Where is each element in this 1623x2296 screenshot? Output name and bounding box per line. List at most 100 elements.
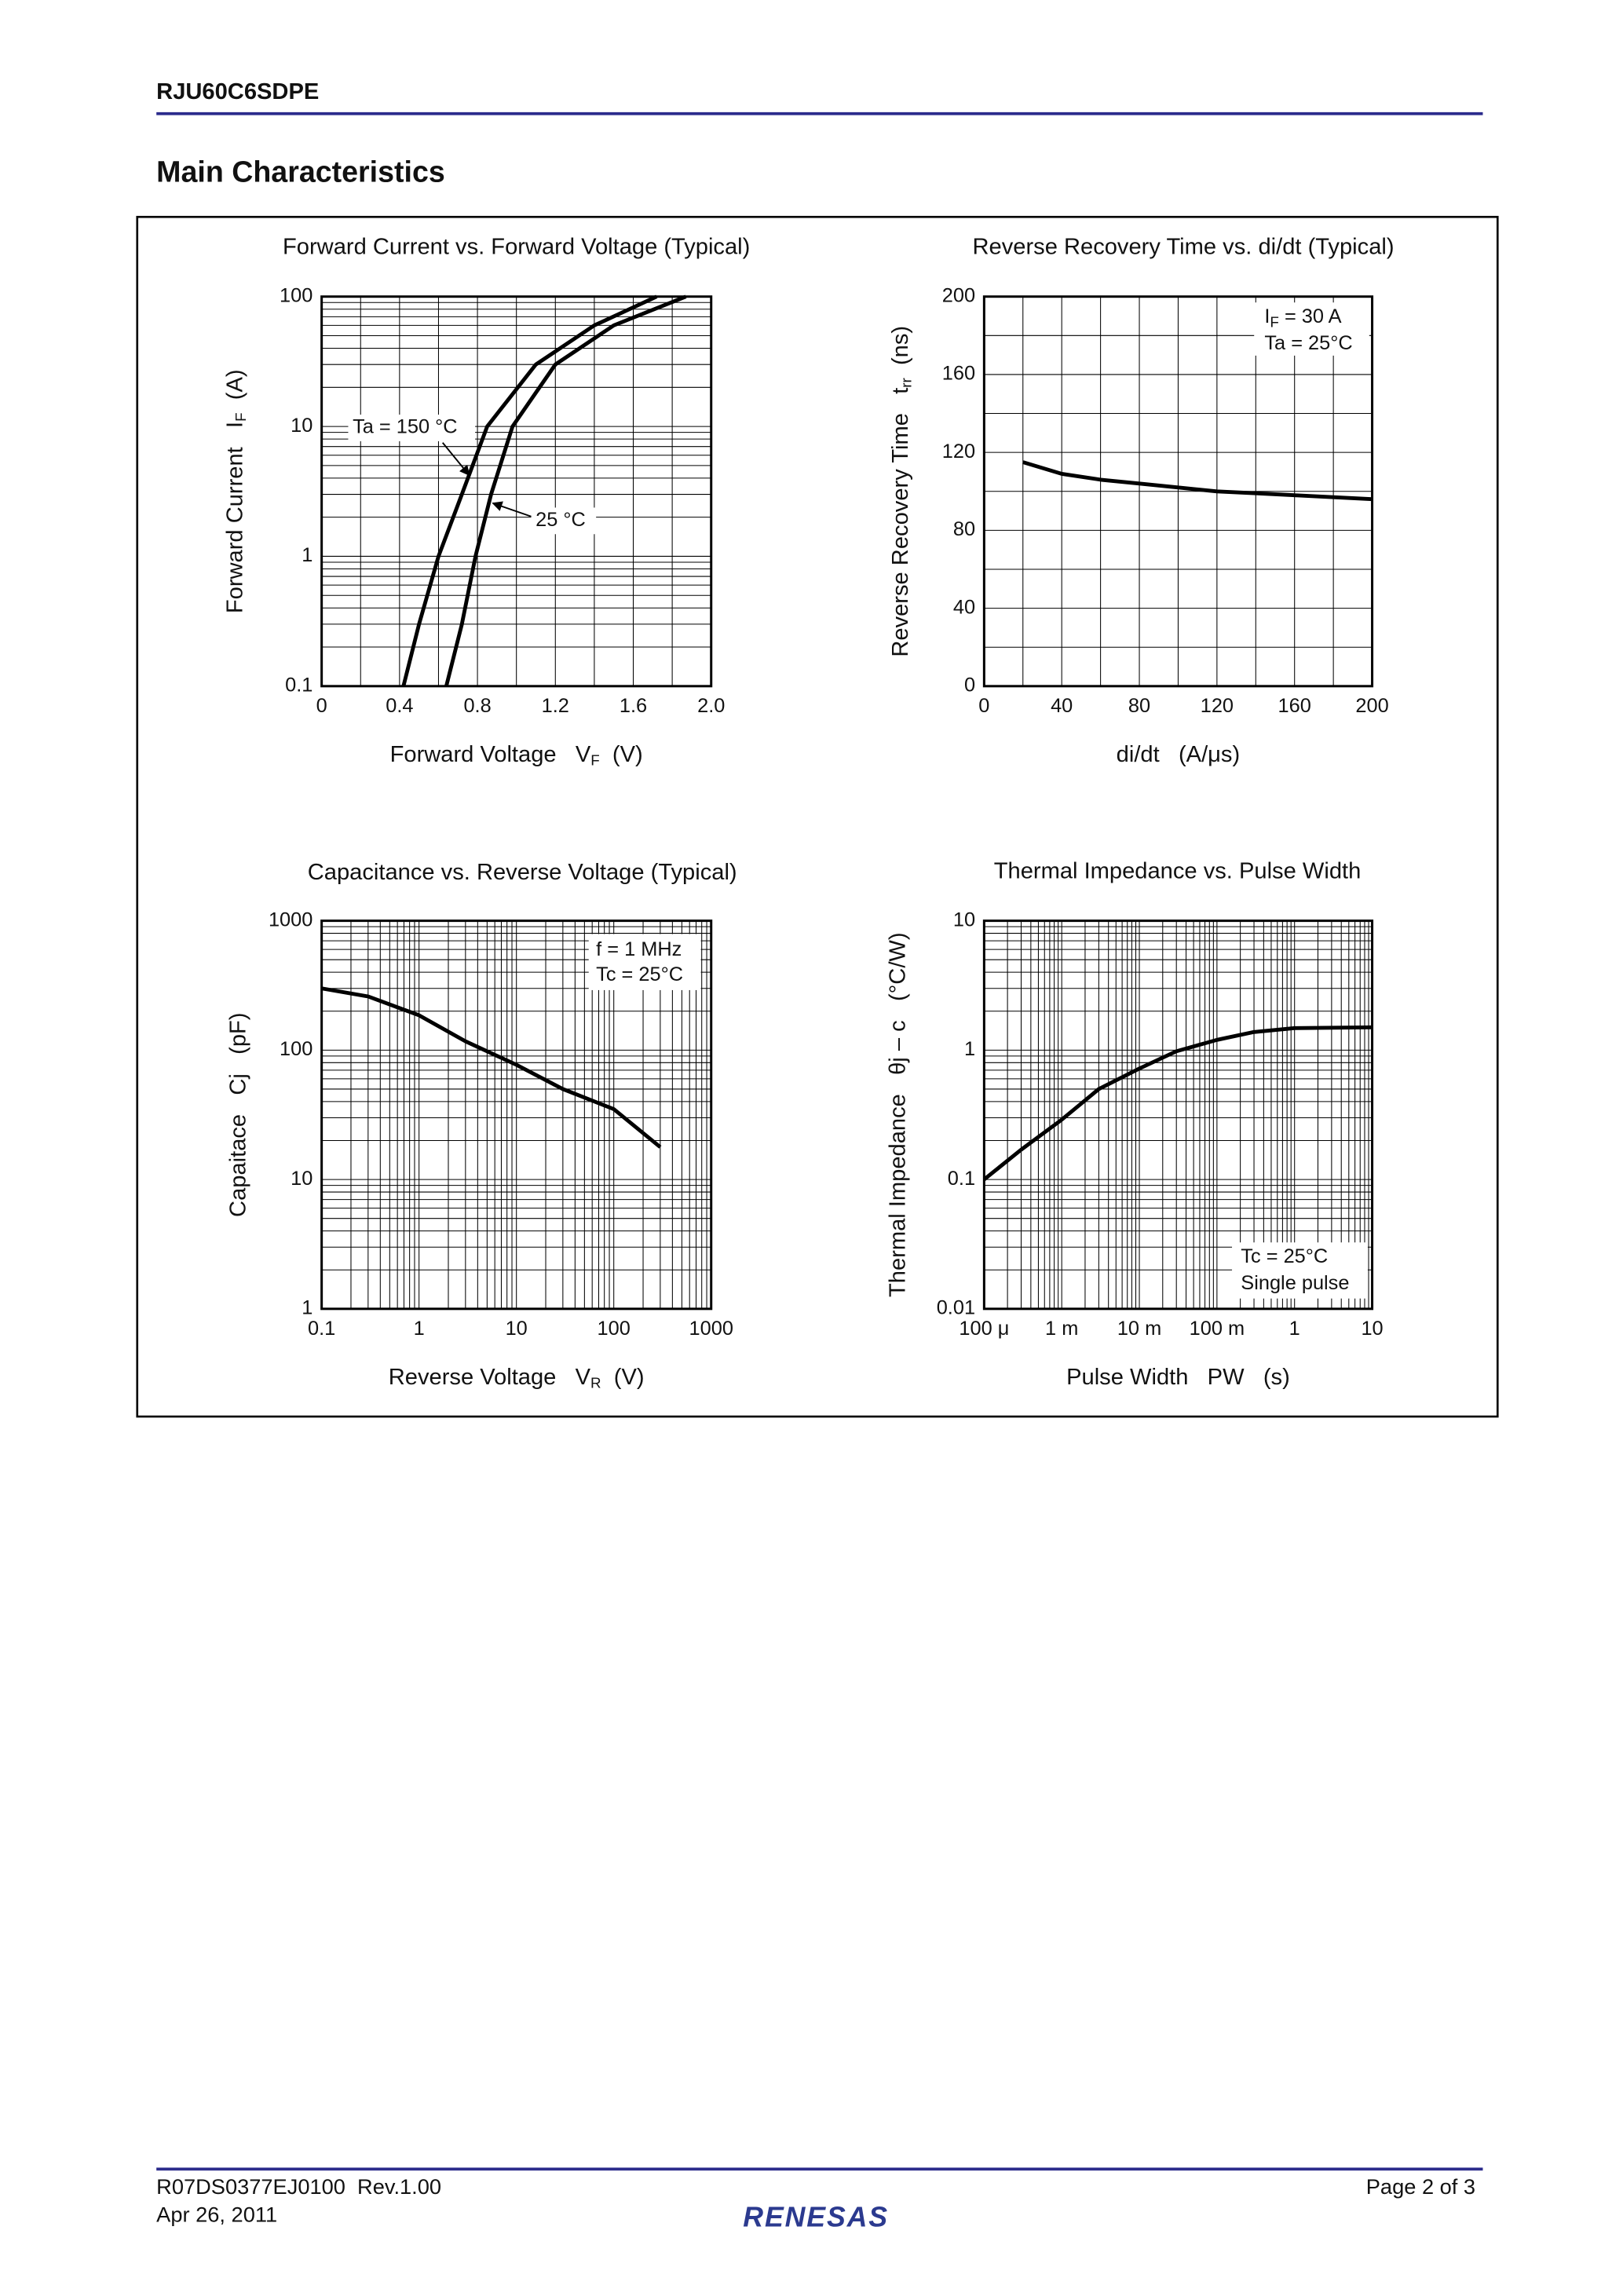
annotation-sub: F xyxy=(1270,314,1278,331)
y-axis-label-sub: rr xyxy=(898,378,915,388)
x-tick-label: 100 xyxy=(598,1318,631,1340)
y-tick-label: 1 xyxy=(302,1297,313,1319)
doc-number: R07DS0377EJ0100 Rev.1.00 xyxy=(156,2174,441,2199)
x-axis-label-sub: F xyxy=(590,752,599,769)
annotation: f = 1 MHz xyxy=(596,938,682,960)
x-tick-label: 120 xyxy=(1201,695,1234,717)
x-tick-label: 0.1 xyxy=(308,1318,335,1340)
x-tick-label: 1 xyxy=(1289,1318,1300,1340)
x-axis-label-after: (V) xyxy=(601,1365,645,1390)
data-line xyxy=(321,986,662,1149)
y-tick-label: 0.01 xyxy=(937,1297,975,1319)
series-label: 25 °C xyxy=(536,509,586,531)
chart-title: Capacitance vs. Reverse Voltage (Typical… xyxy=(308,860,737,885)
y-axis-label: Reverse Recovery Time trr (ns) xyxy=(888,326,915,657)
section-title: Main Characteristics xyxy=(156,155,445,188)
y-tick-label: 0 xyxy=(964,675,975,696)
y-tick-label: 200 xyxy=(942,284,975,306)
x-axis-label: di/dt (A/μs) xyxy=(1117,742,1241,767)
plot-frame xyxy=(320,919,713,1311)
y-axis-label: Forward Current IF (A) xyxy=(222,369,249,613)
page-number: Page 2 of 3 xyxy=(1366,2174,1475,2199)
data-line xyxy=(982,1025,1373,1181)
chart-title: Reverse Recovery Time vs. di/dt (Typical… xyxy=(973,234,1395,259)
plot-frame xyxy=(320,295,713,688)
x-tick-label: 100 m xyxy=(1190,1318,1245,1340)
y-axis-label-text: Reverse Recovery Time t xyxy=(888,388,913,657)
annotation-text: f = 1 MHz xyxy=(596,938,682,960)
y-tick-label: 40 xyxy=(953,596,975,618)
x-axis-label-text: di/dt (A/μs) xyxy=(1117,742,1241,767)
annotation: IF = 30 A xyxy=(1264,305,1341,331)
part-number: RJU60C6SDPE xyxy=(156,79,319,104)
x-axis-label-text: Reverse Voltage V xyxy=(389,1365,591,1390)
x-axis-label-after: (V) xyxy=(600,742,643,767)
x-axis-label-sub: R xyxy=(590,1375,601,1391)
y-axis-label-text: Forward Current I xyxy=(222,422,247,613)
y-axis-label: Capaitace Cj (pF) xyxy=(225,1012,250,1216)
x-tick-label: 0 xyxy=(978,695,989,717)
annotation-background xyxy=(1232,1242,1368,1299)
x-axis-label: Pulse Width PW (s) xyxy=(1066,1365,1290,1390)
chart-title: Thermal Impedance vs. Pulse Width xyxy=(994,858,1362,883)
annotation-after: = 30 A xyxy=(1279,305,1342,327)
y-tick-label: 10 xyxy=(953,909,975,930)
x-axis-label: Reverse Voltage VR (V) xyxy=(389,1365,645,1391)
y-tick-label: 120 xyxy=(942,441,975,462)
series-label-background xyxy=(531,507,597,535)
x-tick-label: 10 m xyxy=(1117,1318,1161,1340)
y-axis-label: Thermal Impedance θj – c (°C/W) xyxy=(885,932,910,1297)
x-tick-label: 1.6 xyxy=(620,695,647,717)
annotation: Ta = 25°C xyxy=(1264,332,1352,354)
y-axis-label-after: (A) xyxy=(222,369,247,412)
data-line xyxy=(1022,460,1373,502)
date: Apr 26, 2011 xyxy=(156,2203,277,2227)
annotation-text: Ta = 25°C xyxy=(1264,332,1352,354)
y-tick-label: 1 xyxy=(302,544,313,566)
y-tick-label: 100 xyxy=(280,284,313,306)
y-axis-label-text: Capaitace Cj (pF) xyxy=(225,1012,250,1216)
annotation-text: I xyxy=(1264,305,1270,327)
y-tick-label: 160 xyxy=(942,363,975,385)
x-axis-label: Forward Voltage VF (V) xyxy=(390,742,643,769)
x-tick-label: 100 μ xyxy=(959,1318,1009,1340)
y-axis-label-after: (ns) xyxy=(888,326,913,378)
x-tick-label: 2.0 xyxy=(697,695,725,717)
chart-title: Forward Current vs. Forward Voltage (Typ… xyxy=(283,234,750,259)
y-tick-label: 10 xyxy=(291,415,313,437)
x-tick-label: 1 xyxy=(414,1318,425,1340)
x-axis-label-text: Forward Voltage V xyxy=(390,742,591,767)
x-tick-label: 10 xyxy=(506,1318,528,1340)
x-tick-label: 40 xyxy=(1051,695,1073,717)
y-tick-label: 80 xyxy=(953,518,975,540)
label-pointer xyxy=(492,501,532,517)
y-tick-label: 0.1 xyxy=(948,1168,975,1190)
y-tick-label: 100 xyxy=(280,1038,313,1060)
annotation-text: Tc = 25°C xyxy=(1241,1245,1328,1267)
annotation: Single pulse xyxy=(1241,1272,1349,1294)
x-axis-label-text: Pulse Width PW (s) xyxy=(1066,1365,1290,1390)
y-tick-label: 1000 xyxy=(269,909,313,930)
annotation-background xyxy=(588,934,701,990)
annotation-background xyxy=(1254,302,1369,356)
x-tick-label: 160 xyxy=(1278,695,1311,717)
x-tick-label: 0.8 xyxy=(463,695,491,717)
data-line xyxy=(401,294,658,687)
label-pointer xyxy=(442,442,470,477)
x-tick-label: 1.2 xyxy=(542,695,569,717)
y-axis-label-text: Thermal Impedance θj – c (°C/W) xyxy=(885,932,910,1297)
series-label-background xyxy=(348,415,476,441)
plot-frame xyxy=(982,295,1374,688)
x-tick-label: 80 xyxy=(1128,695,1150,717)
x-tick-label: 0 xyxy=(316,695,327,717)
plot-frame xyxy=(982,919,1374,1311)
x-tick-label: 1000 xyxy=(689,1318,733,1340)
annotation-text: Tc = 25°C xyxy=(596,963,683,985)
y-tick-label: 0.1 xyxy=(285,675,313,696)
annotation-text: Single pulse xyxy=(1241,1272,1349,1294)
y-tick-label: 10 xyxy=(291,1168,313,1190)
x-tick-label: 1 m xyxy=(1045,1318,1078,1340)
y-tick-label: 1 xyxy=(964,1038,975,1060)
